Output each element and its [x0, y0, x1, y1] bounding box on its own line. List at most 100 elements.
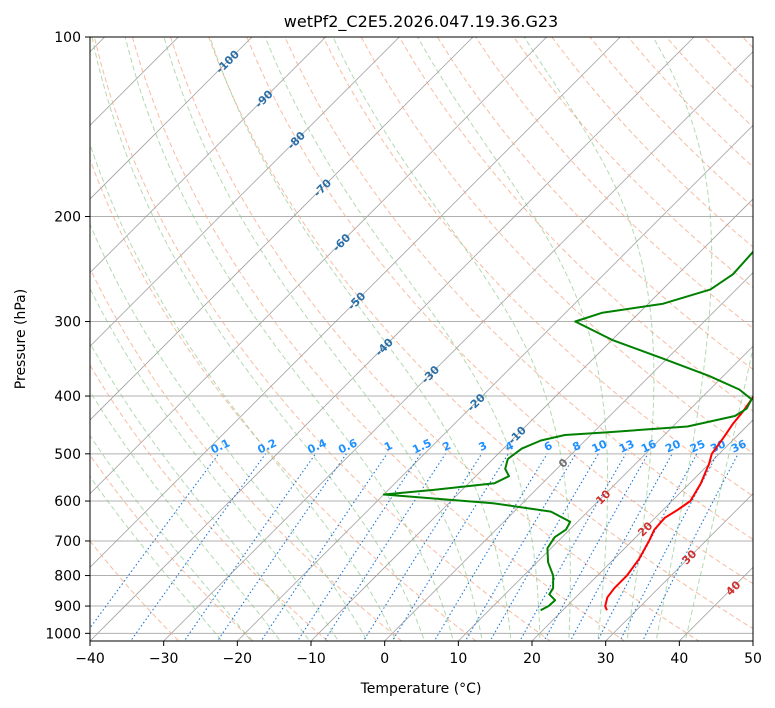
- dry-adiabat: [475, 37, 753, 329]
- dry-adiabat: [90, 540, 180, 641]
- moist-adiabat: [90, 390, 281, 641]
- moist-adiabat: [417, 37, 609, 641]
- moist-adiabat: [91, 37, 426, 641]
- y-axis-label: Pressure (hPa): [13, 289, 29, 389]
- x-tick-label: −40: [75, 651, 105, 667]
- y-tick-label: 500: [54, 447, 81, 463]
- x-tick-label: −20: [223, 651, 253, 667]
- dry-adiabat: [284, 37, 753, 541]
- isotherm-line: [90, 37, 547, 495]
- mixing-ratio-line: [569, 453, 673, 641]
- mixing-ratio-line: [619, 453, 718, 641]
- x-tick-label: 0: [380, 651, 389, 667]
- moist-adiabat: [209, 37, 512, 641]
- x-tick-label: −10: [296, 651, 326, 667]
- y-tick-label: 800: [54, 569, 81, 585]
- dry-adiabat-label: -40: [373, 335, 396, 358]
- isotherm-line: [310, 198, 753, 641]
- mixing-ratio-label: 25: [688, 437, 707, 455]
- isotherm-line: [90, 37, 474, 421]
- moist-adiabat: [264, 37, 541, 641]
- dry-adiabat: [90, 364, 329, 641]
- dry-adiabat: [246, 37, 753, 585]
- mixing-ratio-label: 1: [382, 439, 394, 454]
- dry-adiabats: [90, 37, 753, 641]
- dry-adiabat: [170, 37, 700, 641]
- dry-adiabat-label: -100: [213, 47, 242, 76]
- moist-adiabat: [523, 37, 655, 641]
- moist-adiabat: [90, 475, 223, 641]
- dry-adiabat: [436, 37, 753, 370]
- mixing-ratio-label: 8: [571, 439, 583, 454]
- y-tick-label: 1000: [45, 626, 81, 642]
- mixing-ratio-label: 6: [542, 439, 555, 454]
- x-tick-label: 10: [449, 651, 467, 667]
- isotherm-line: [752, 640, 753, 641]
- dry-adiabat-label: -70: [311, 176, 334, 199]
- moist-adiabat-label: 0: [556, 456, 571, 471]
- dry-adiabat-label: -80: [285, 129, 308, 152]
- dry-adiabat: [90, 267, 403, 641]
- dry-adiabat: [742, 37, 753, 49]
- isotherm-line: [384, 272, 753, 641]
- moist-adiabat: [90, 142, 397, 641]
- x-tick-label: 50: [744, 651, 762, 667]
- mixing-ratio-line: [260, 453, 388, 641]
- x-tick-label: 20: [523, 651, 541, 667]
- moist-adiabat: [652, 37, 713, 641]
- dry-adiabat: [90, 158, 477, 641]
- mixing-ratio-line: [433, 453, 548, 641]
- mixing-ratio-line: [216, 453, 347, 641]
- mixing-ratio-label: 13: [617, 437, 636, 455]
- mixing-ratio-line: [519, 453, 627, 641]
- sounding-series: [382, 250, 753, 612]
- x-axis: −40 −30 −20 −10 0 10 20 30 40 50: [75, 641, 762, 667]
- isobar-grid: [90, 37, 753, 634]
- moist-adiabat: [332, 37, 571, 641]
- x-axis-label: Temperature (°C): [360, 681, 482, 697]
- moist-adiabat: [90, 223, 368, 641]
- moist-adiabat: [163, 37, 483, 641]
- moist-adiabat: [124, 37, 454, 641]
- isotherm-line: [90, 37, 621, 568]
- isotherm-line: [90, 37, 695, 641]
- mixing-ratio-line: [90, 453, 220, 629]
- moist-adiabat: [684, 346, 753, 641]
- y-tick-label: 200: [54, 210, 81, 226]
- dry-adiabat: [398, 37, 753, 412]
- mixing-ratio-label: 2: [441, 439, 453, 454]
- dewpoint-line: [382, 250, 753, 612]
- mixing-ratio-line: [642, 453, 739, 641]
- dry-adiabat: [131, 37, 626, 641]
- isotherm-line: [531, 419, 753, 641]
- plot-area: -100-90-80-70-60-50-40-30-20-10 01020304…: [90, 37, 753, 641]
- dry-adiabat-label: -60: [330, 231, 353, 254]
- mixing-ratio-line: [296, 453, 422, 641]
- moist-adiabats: [90, 37, 753, 641]
- isotherm-line: [237, 124, 753, 641]
- y-tick-label: 100: [54, 30, 81, 46]
- moist-adiabat: [90, 434, 252, 641]
- mixing-ratio-label: 3: [477, 439, 489, 454]
- x-tick-label: 40: [670, 651, 688, 667]
- dry-adiabat: [703, 37, 753, 89]
- y-tick-label: 900: [54, 599, 81, 615]
- dry-adiabat: [513, 37, 753, 289]
- y-tick-label: 400: [54, 389, 81, 405]
- dry-adiabat: [322, 37, 753, 497]
- moist-adiabat-label: 40: [723, 578, 743, 598]
- mixing-ratio-line: [464, 453, 577, 641]
- mixing-ratio-label: 16: [639, 437, 659, 455]
- x-tick-label: −30: [149, 651, 179, 667]
- moist-adiabat: [90, 342, 310, 641]
- mixing-ratio-line: [391, 453, 509, 641]
- moist-adiabat-label: 10: [593, 487, 613, 507]
- moist-adiabat: [90, 287, 339, 641]
- isotherm-line: [90, 37, 326, 274]
- moist-adiabat-label: 20: [635, 519, 655, 539]
- isotherm-line: [90, 37, 400, 347]
- y-tick-label: 700: [54, 534, 81, 550]
- isotherm-line: [605, 493, 753, 641]
- mixing-ratio-line: [489, 453, 599, 641]
